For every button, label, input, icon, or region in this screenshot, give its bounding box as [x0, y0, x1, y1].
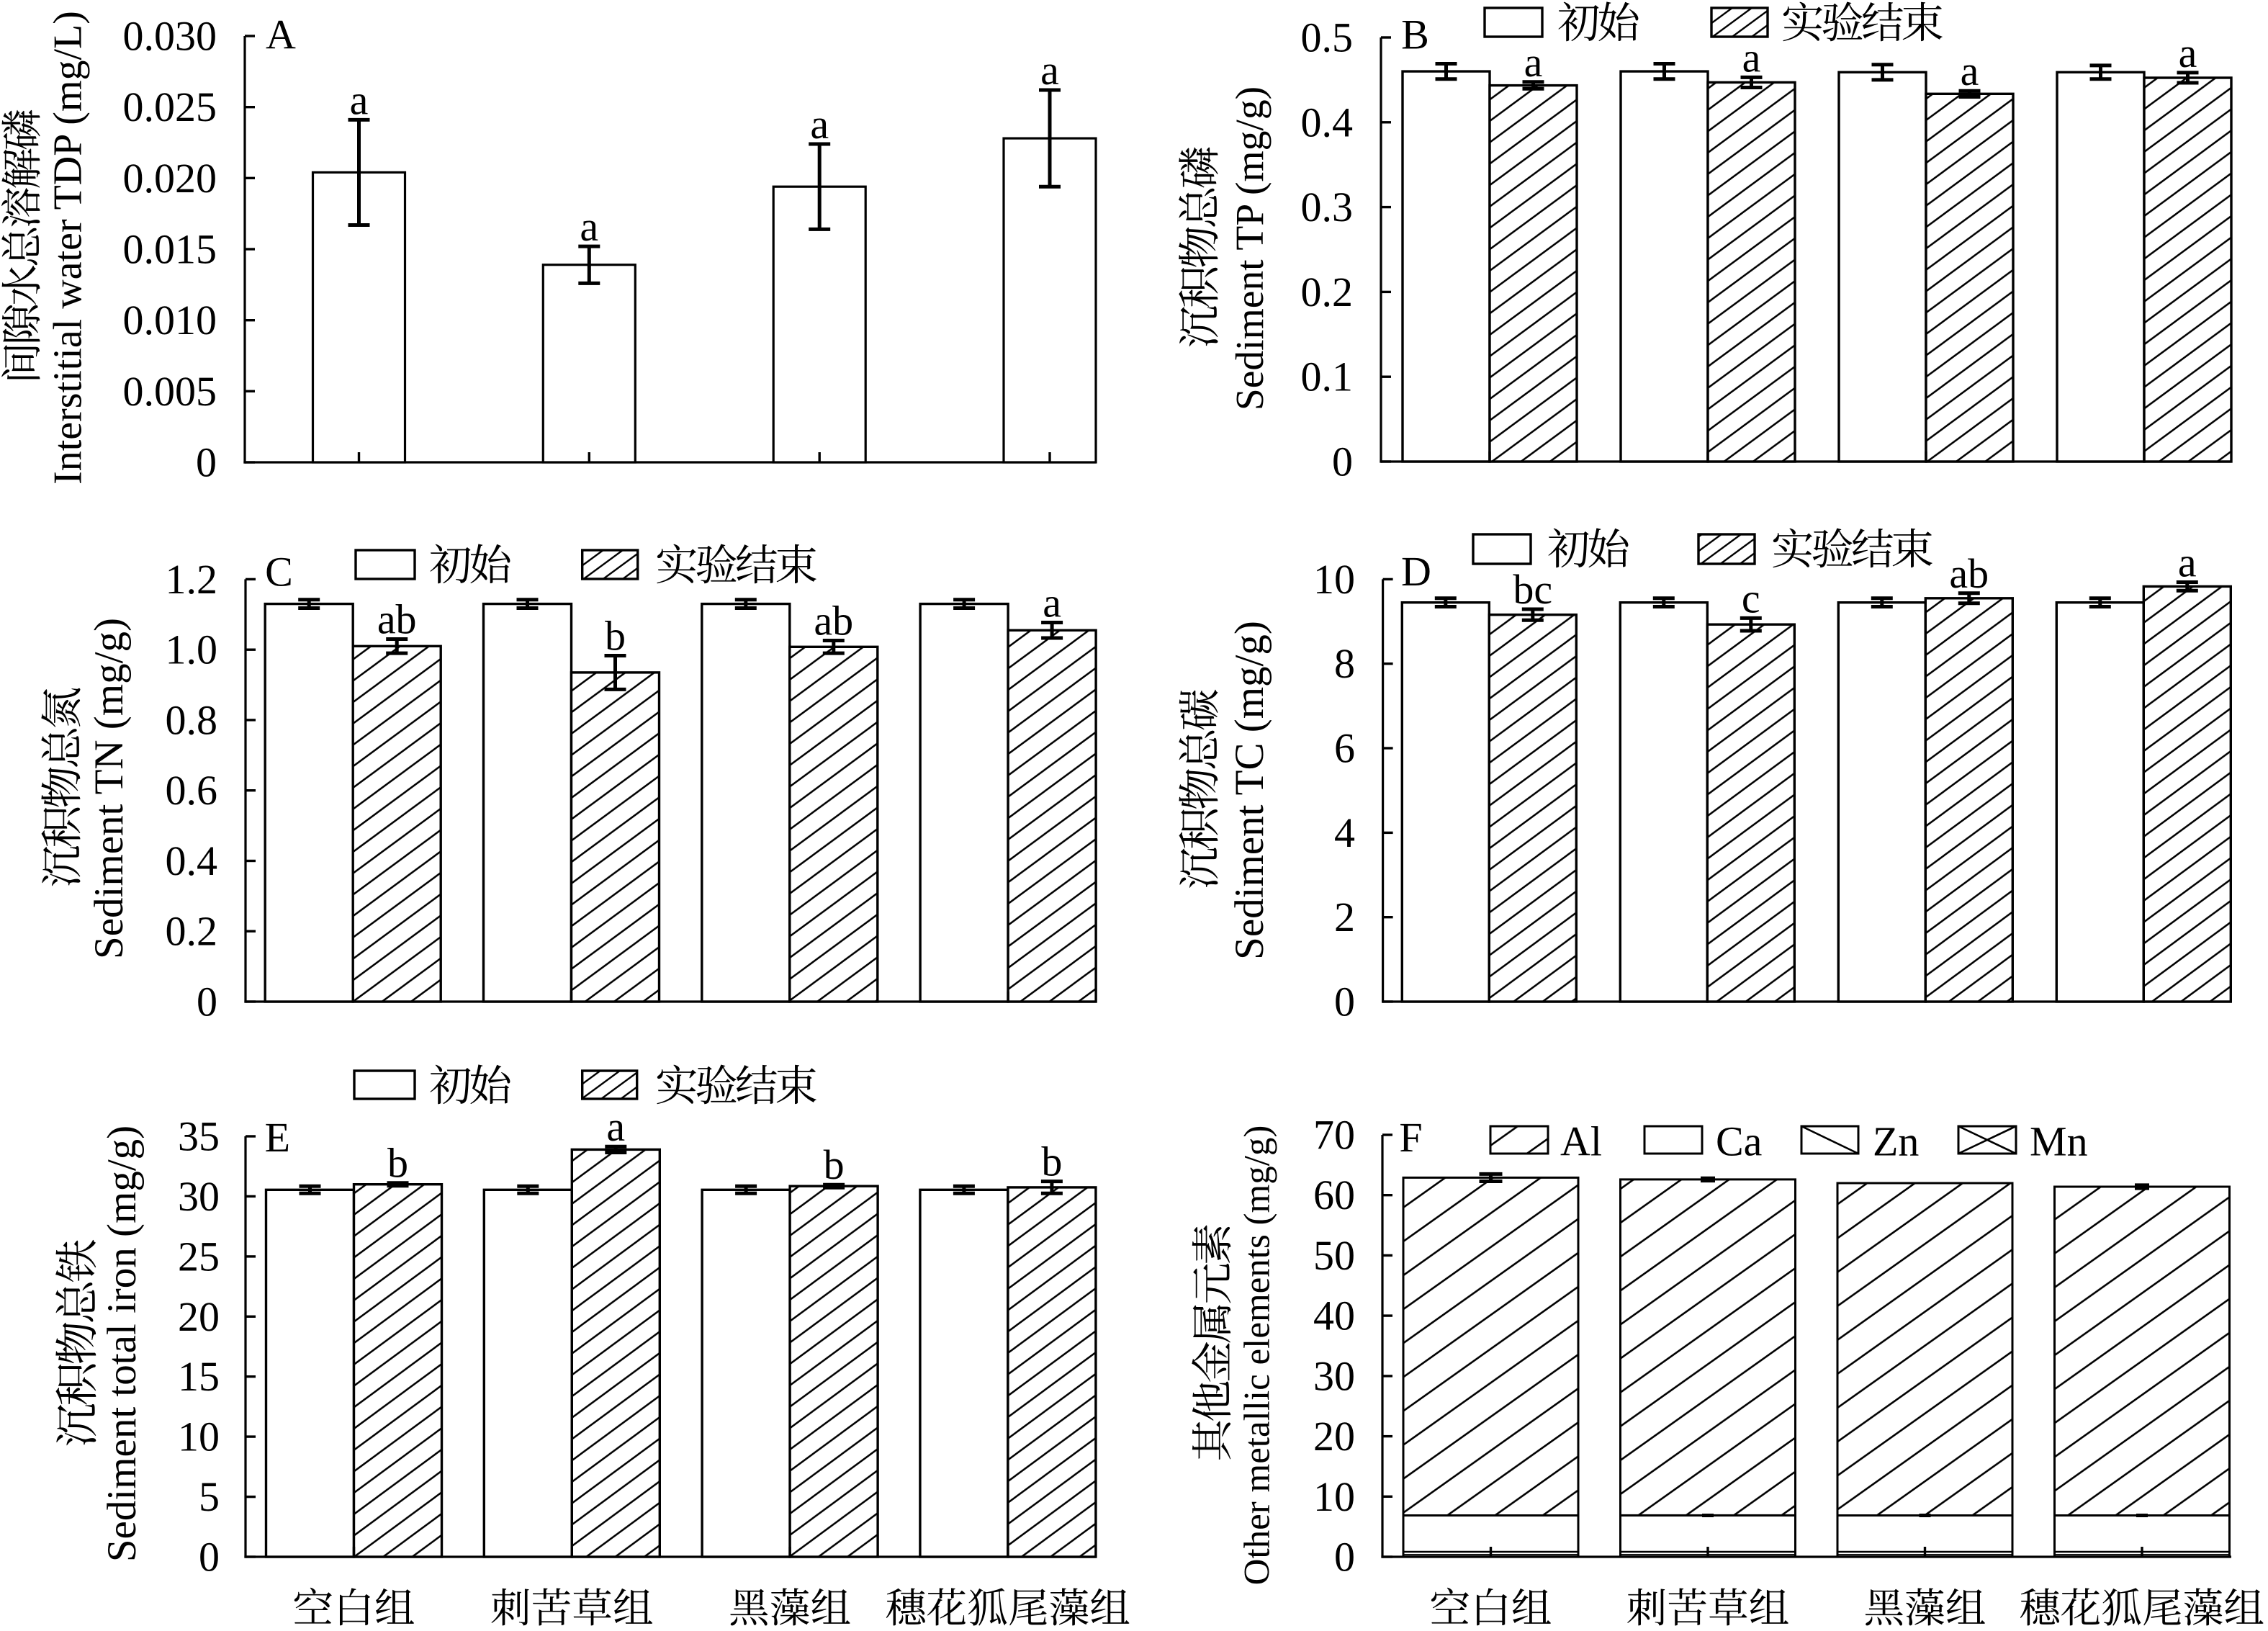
svg-text:ab: ab	[814, 598, 853, 644]
svg-text:6: 6	[1334, 725, 1355, 772]
svg-text:ab: ab	[377, 596, 417, 643]
svg-text:a: a	[1524, 39, 1543, 86]
svg-text:4: 4	[1334, 809, 1355, 856]
svg-text:a: a	[1043, 580, 1061, 626]
svg-text:Sediment TN (mg/g): Sediment TN (mg/g)	[86, 618, 132, 959]
svg-text:20: 20	[1313, 1413, 1355, 1460]
svg-text:a: a	[810, 101, 829, 148]
svg-text:Al: Al	[1560, 1118, 1602, 1165]
svg-text:Sediment total iron (mg/g): Sediment total iron (mg/g)	[99, 1125, 145, 1562]
svg-text:10: 10	[1313, 556, 1355, 603]
svg-text:A: A	[266, 12, 296, 58]
svg-text:c: c	[1742, 575, 1760, 621]
svg-text:0: 0	[199, 1534, 220, 1581]
svg-text:15: 15	[178, 1353, 220, 1400]
svg-text:a: a	[350, 76, 369, 123]
svg-text:0: 0	[196, 439, 217, 486]
svg-text:B: B	[1401, 11, 1429, 58]
svg-text:60: 60	[1313, 1172, 1355, 1218]
svg-text:0.015: 0.015	[123, 226, 217, 273]
svg-text:a: a	[1040, 47, 1059, 94]
svg-text:5: 5	[199, 1473, 220, 1520]
svg-text:50: 50	[1313, 1232, 1355, 1279]
svg-text:10: 10	[178, 1414, 220, 1460]
svg-text:0.6: 0.6	[166, 767, 218, 814]
svg-text:30: 30	[178, 1173, 220, 1220]
svg-text:35: 35	[178, 1113, 220, 1160]
svg-text:Sediment TC (mg/g): Sediment TC (mg/g)	[1227, 621, 1272, 960]
svg-text:a: a	[1961, 48, 1979, 94]
svg-text:Mn: Mn	[2030, 1118, 2088, 1165]
svg-text:0.4: 0.4	[166, 837, 218, 884]
svg-text:0.8: 0.8	[166, 696, 218, 743]
svg-text:70: 70	[1313, 1112, 1355, 1159]
svg-text:E: E	[265, 1114, 290, 1161]
svg-text:F: F	[1399, 1114, 1422, 1161]
svg-text:0.030: 0.030	[123, 13, 217, 60]
svg-text:C: C	[265, 549, 293, 596]
svg-text:0: 0	[197, 979, 217, 1025]
svg-text:0.4: 0.4	[1301, 99, 1354, 145]
svg-text:1.0: 1.0	[166, 626, 218, 673]
svg-text:30: 30	[1313, 1352, 1355, 1399]
svg-text:10: 10	[1313, 1473, 1355, 1520]
svg-text:0.020: 0.020	[123, 155, 217, 202]
svg-text:D: D	[1401, 548, 1431, 595]
svg-text:25: 25	[178, 1233, 220, 1280]
svg-text:a: a	[606, 1103, 625, 1150]
svg-text:0.1: 0.1	[1301, 354, 1354, 400]
svg-text:b: b	[1041, 1138, 1062, 1185]
svg-text:0: 0	[1332, 439, 1353, 485]
svg-text:b: b	[605, 613, 626, 660]
svg-text:Interstitial water TDP (mg/L): Interstitial water TDP (mg/L)	[46, 11, 91, 485]
svg-text:a: a	[2179, 30, 2197, 76]
svg-text:Ca: Ca	[1716, 1118, 1762, 1165]
svg-text:0: 0	[1334, 979, 1355, 1025]
svg-text:a: a	[580, 203, 598, 250]
svg-text:0.010: 0.010	[123, 297, 217, 343]
svg-text:bc: bc	[1513, 566, 1552, 613]
svg-text:8: 8	[1334, 640, 1355, 687]
svg-text:ab: ab	[1949, 550, 1989, 597]
svg-text:b: b	[387, 1140, 408, 1187]
svg-text:1.2: 1.2	[166, 556, 218, 603]
svg-text:Other metallic elements (mg/g): Other metallic elements (mg/g)	[1238, 1125, 1278, 1586]
svg-text:Zn: Zn	[1873, 1118, 1919, 1165]
svg-text:0.3: 0.3	[1301, 184, 1354, 230]
svg-text:40: 40	[1313, 1293, 1355, 1339]
svg-text:0.005: 0.005	[123, 368, 217, 415]
svg-text:a: a	[2178, 539, 2197, 586]
svg-text:b: b	[824, 1141, 845, 1188]
svg-text:0.2: 0.2	[166, 908, 218, 955]
svg-text:0.5: 0.5	[1301, 14, 1354, 61]
svg-text:Sediment TP (mg/g): Sediment TP (mg/g)	[1228, 86, 1272, 410]
svg-text:0: 0	[1334, 1534, 1355, 1581]
svg-text:0.025: 0.025	[123, 84, 217, 130]
svg-text:20: 20	[178, 1293, 220, 1340]
svg-text:2: 2	[1334, 894, 1355, 940]
svg-text:0.2: 0.2	[1301, 269, 1354, 315]
svg-text:a: a	[1742, 34, 1761, 81]
